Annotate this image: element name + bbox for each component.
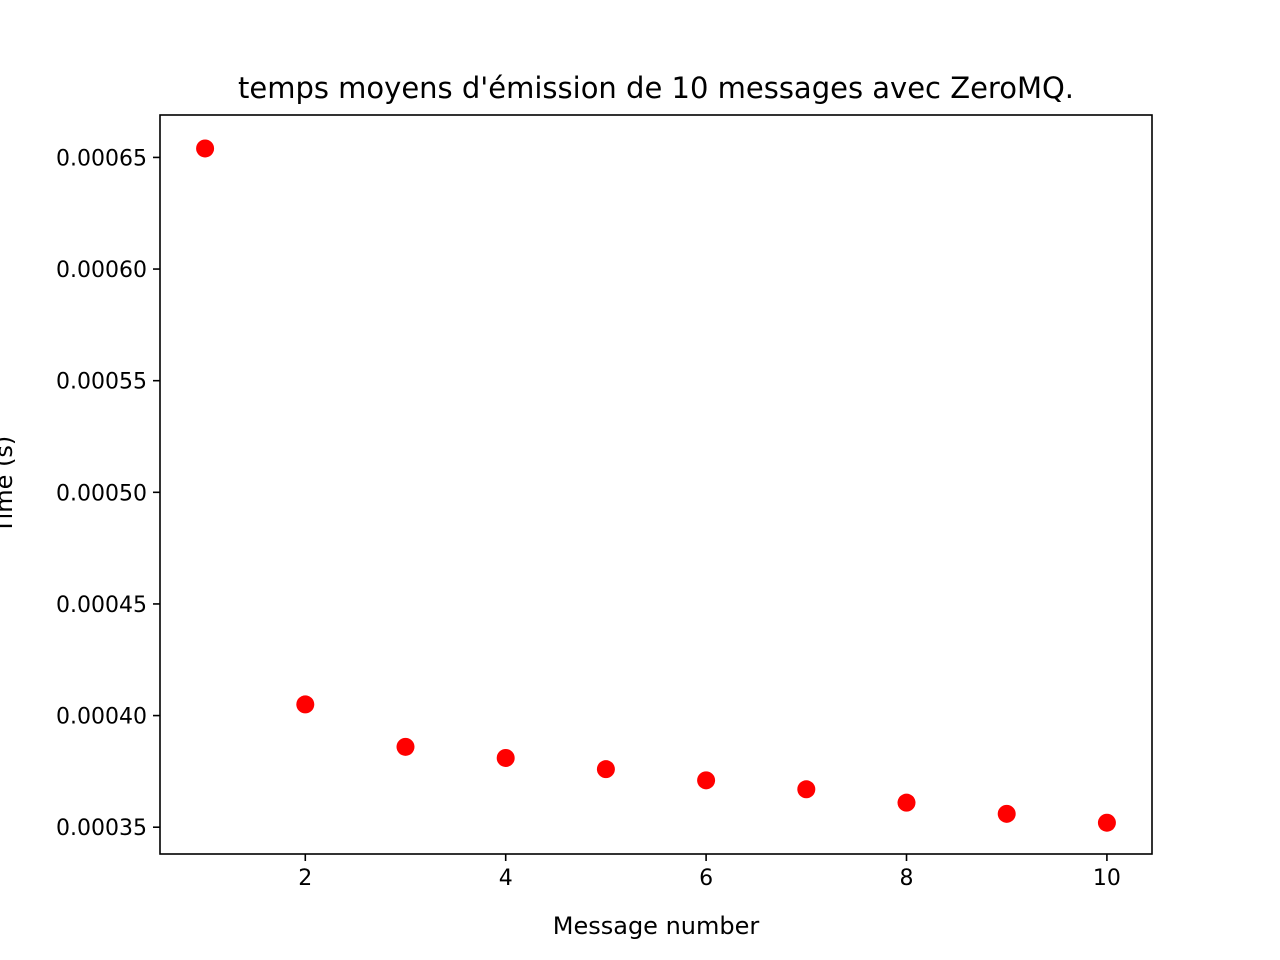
y-tick-label: 0.00035 [56, 816, 147, 841]
x-axis-label: Message number [553, 912, 760, 940]
data-point [1097, 813, 1116, 832]
data-point [496, 748, 515, 767]
y-tick-label: 0.00040 [56, 705, 147, 730]
data-point [296, 695, 315, 714]
x-tick-label: 2 [298, 866, 312, 891]
y-tick-label: 0.00045 [56, 593, 147, 618]
x-tick-label: 10 [1093, 866, 1121, 891]
x-axis: 2 4 6 8 10 [298, 854, 1121, 891]
data-point [997, 804, 1016, 823]
data-point [196, 139, 215, 158]
y-tick-label: 0.00050 [56, 481, 147, 506]
y-axis: 0.00035 0.00040 0.00045 0.00050 0.00055 0.000… [56, 146, 160, 841]
data-point [797, 780, 816, 799]
x-tick-label: 8 [900, 866, 914, 891]
y-axis-label: Time (s) [0, 436, 18, 535]
y-tick-label: 0.00055 [56, 370, 147, 395]
data-point [697, 771, 716, 790]
plot-area [196, 139, 1116, 832]
y-tick-label: 0.00065 [56, 146, 147, 171]
chart-title: temps moyens d'émission de 10 messages a… [238, 71, 1074, 105]
x-tick-label: 4 [499, 866, 513, 891]
y-tick-label: 0.00060 [56, 258, 147, 283]
x-tick-label: 6 [699, 866, 713, 891]
data-point [897, 793, 916, 812]
plot-frame [159, 114, 1153, 855]
data-point [596, 760, 615, 779]
data-point [396, 737, 415, 756]
